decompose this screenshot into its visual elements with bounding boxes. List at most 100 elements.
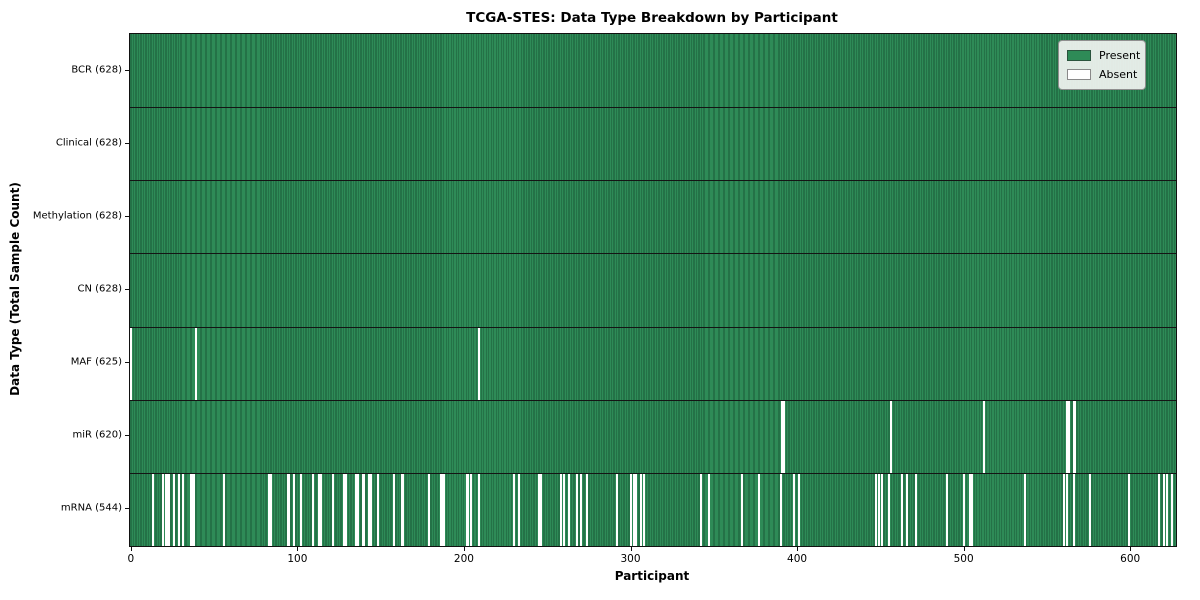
absent-stripe — [1072, 472, 1075, 546]
ytick-mark — [125, 69, 129, 71]
absent-stripe — [1171, 472, 1174, 546]
absent-stripe — [293, 472, 296, 546]
absent-stripe — [369, 472, 372, 546]
ytick-label-cn: CN (628) — [77, 283, 122, 295]
absent-stripe — [428, 472, 431, 546]
absent-stripe — [633, 472, 636, 546]
absent-stripe — [576, 472, 579, 546]
absent-stripe — [1066, 399, 1069, 473]
absent-stripe — [579, 472, 582, 546]
absent-stripe — [629, 472, 632, 546]
absent-stripe — [469, 472, 472, 546]
absent-stripe — [1024, 472, 1027, 546]
absent-stripe — [1157, 472, 1160, 546]
absent-stripe — [971, 472, 974, 546]
absent-stripe — [1067, 399, 1070, 473]
absent-stripe — [982, 399, 985, 473]
absent-stripe — [513, 472, 516, 546]
ytick-label-mir: miR (620) — [72, 429, 122, 441]
absent-stripe — [881, 472, 884, 546]
xtick-label-100: 100 — [287, 553, 308, 565]
row-separator — [130, 253, 1176, 255]
xtick-label-200: 200 — [453, 553, 474, 565]
absent-stripe — [757, 472, 760, 546]
absent-stripe — [538, 472, 541, 546]
row-separator — [130, 180, 1176, 182]
absent-stripe — [189, 472, 193, 546]
absent-stripe — [782, 399, 785, 473]
absent-stripe — [707, 472, 711, 546]
row-separator — [130, 399, 1176, 401]
absent-stripe — [1062, 472, 1065, 546]
present-swatch — [1067, 50, 1091, 61]
absent-stripe — [168, 472, 171, 546]
xtick-mark — [630, 547, 632, 551]
absent-stripe — [563, 472, 566, 546]
absent-stripe — [439, 472, 442, 546]
absent-stripe — [962, 472, 965, 546]
row-clinical — [130, 107, 1176, 181]
absent-stripe — [441, 472, 444, 546]
xtick-mark — [963, 547, 965, 551]
absent-stripe — [559, 472, 562, 546]
absent-stripe — [443, 472, 446, 546]
legend-label-absent: Absent — [1099, 68, 1138, 81]
absent-stripe — [699, 472, 702, 546]
xtick-label-300: 300 — [620, 553, 641, 565]
absent-stripe — [344, 472, 347, 546]
row-methylation — [130, 180, 1176, 254]
chart-title: TCGA-STES: Data Type Breakdown by Partic… — [466, 10, 838, 26]
row-bcr — [130, 34, 1176, 108]
absent-stripe — [288, 472, 291, 546]
absent-stripe — [568, 472, 571, 546]
absent-stripe — [1074, 399, 1077, 473]
absent-stripe — [311, 472, 314, 546]
absent-stripe — [792, 472, 795, 546]
xtick-label-600: 600 — [1120, 553, 1141, 565]
absent-swatch — [1067, 69, 1091, 80]
absent-stripe — [914, 472, 917, 546]
absent-stripe — [877, 472, 880, 546]
ytick-label-maf: MAF (625) — [70, 356, 122, 368]
xtick-mark — [1130, 547, 1132, 551]
absent-stripe — [906, 472, 909, 546]
absent-stripe — [343, 472, 346, 546]
absent-stripe — [299, 472, 302, 546]
absent-stripe — [1066, 472, 1069, 546]
absent-stripe — [539, 472, 542, 546]
absent-stripe — [193, 472, 196, 546]
absent-stripe — [1072, 399, 1075, 473]
absent-stripe — [356, 472, 359, 546]
xtick-mark — [130, 547, 132, 551]
absent-stripe — [1166, 472, 1169, 546]
absent-stripe — [181, 472, 184, 546]
absent-stripe — [173, 472, 176, 546]
ytick-label-bcr: BCR (628) — [71, 64, 122, 76]
legend-label-present: Present — [1099, 49, 1141, 62]
legend-item-present: Present — [1067, 46, 1141, 65]
absent-stripe — [368, 472, 371, 546]
ytick-mark — [125, 362, 129, 364]
absent-stripe — [161, 472, 164, 546]
legend-item-absent: Absent — [1067, 65, 1137, 84]
absent-stripe — [1127, 472, 1130, 546]
absent-stripe — [478, 472, 481, 546]
ytick-label-mrna: mRNA (544) — [60, 502, 122, 514]
row-cn — [130, 253, 1176, 327]
absent-stripe — [901, 472, 904, 546]
absent-stripe — [354, 472, 357, 546]
absent-stripe — [946, 472, 949, 546]
absent-stripe — [319, 472, 322, 546]
absent-stripe — [797, 472, 800, 546]
xtick-label-400: 400 — [787, 553, 808, 565]
ytick-mark — [125, 508, 129, 510]
ytick-label-clinical: Clinical (628) — [55, 137, 122, 149]
absent-stripe — [639, 472, 642, 546]
xtick-mark — [797, 547, 799, 551]
row-separator — [130, 326, 1176, 328]
absent-stripe — [376, 472, 379, 546]
absent-stripe — [191, 472, 194, 546]
absent-stripe — [178, 472, 181, 546]
y-axis-label: Data Type (Total Sample Count) — [8, 182, 22, 396]
